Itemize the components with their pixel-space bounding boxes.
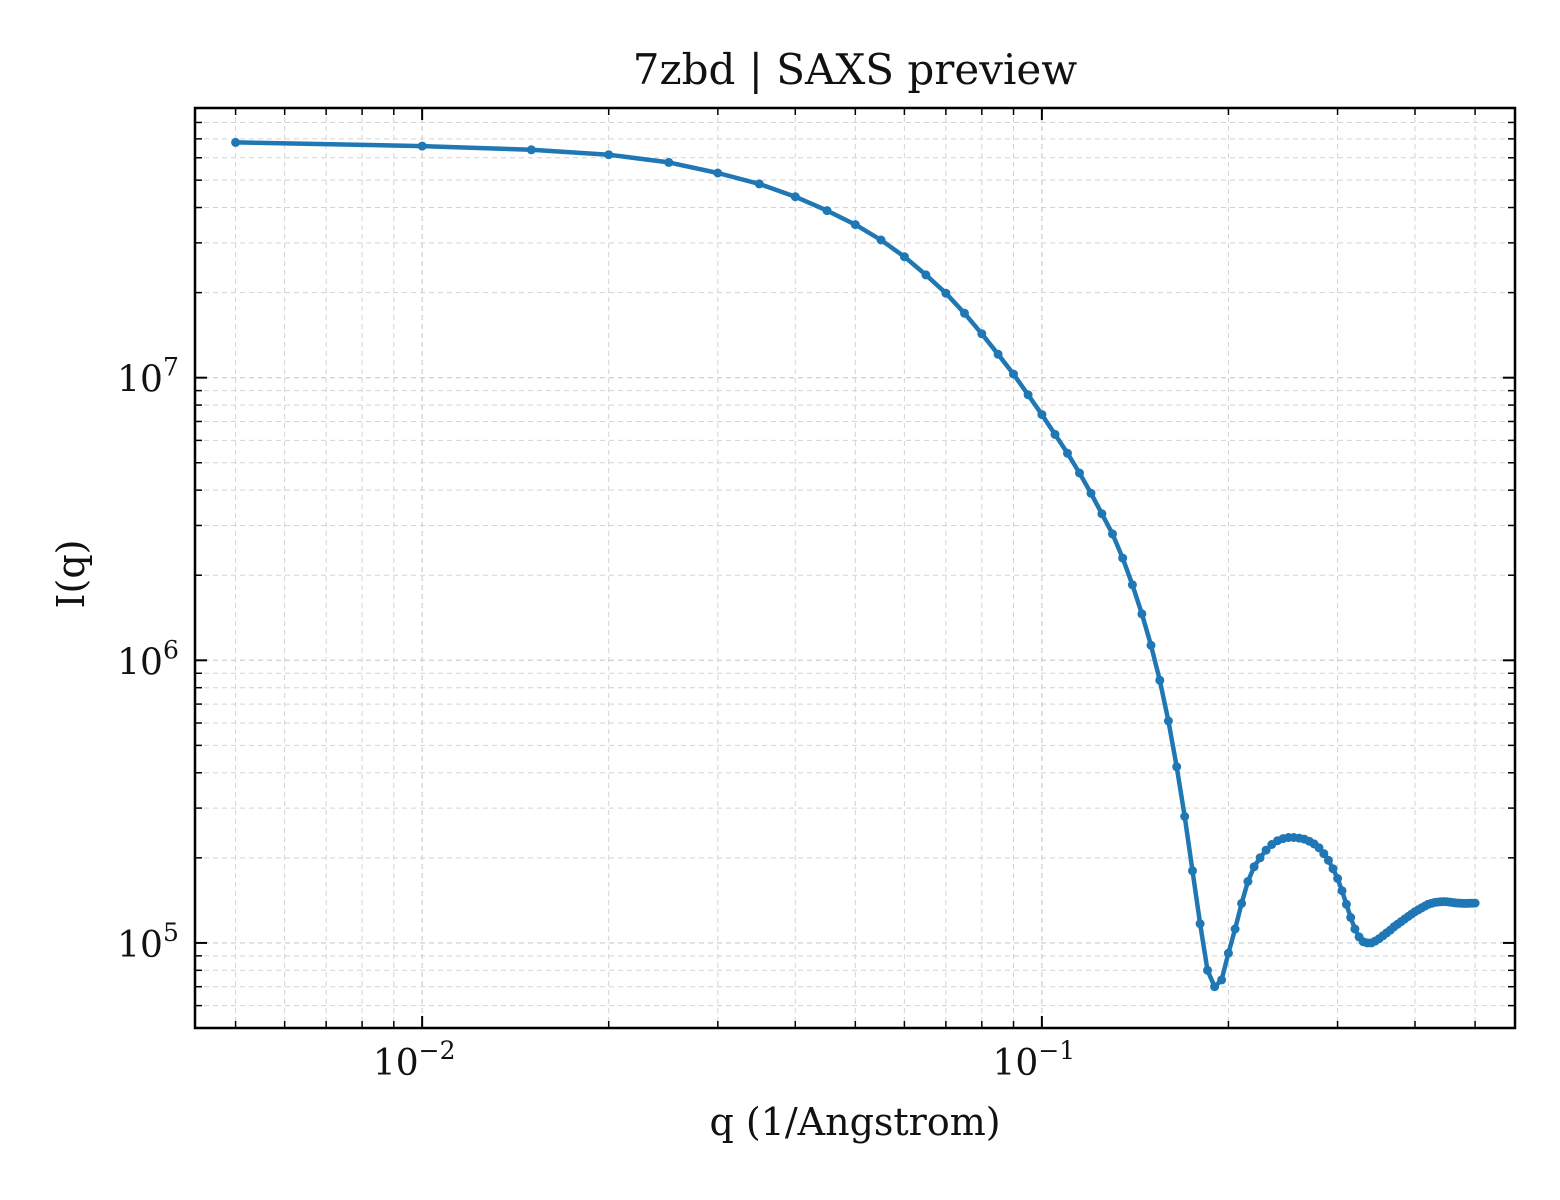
data-point: [526, 145, 536, 155]
data-point: [1127, 580, 1137, 590]
data-point: [754, 179, 764, 189]
data-point: [1255, 853, 1265, 863]
data-point: [977, 329, 987, 339]
chart-title: 7zbd | SAXS preview: [633, 45, 1077, 94]
data-point: [1137, 609, 1147, 619]
data-point: [921, 270, 931, 280]
major-ticks: [195, 108, 1515, 1028]
data-point: [850, 220, 860, 230]
data-point: [1075, 468, 1084, 478]
y-tick-label: 107: [117, 353, 179, 401]
data-point: [1323, 855, 1333, 865]
data-point: [1172, 762, 1182, 772]
data-point: [1243, 877, 1253, 886]
data-point: [993, 349, 1003, 359]
data-point: [1023, 390, 1033, 400]
data-point: [1210, 982, 1220, 992]
y-axis-label: I(q): [49, 540, 93, 609]
data-point: [1146, 640, 1156, 650]
data-point: [941, 288, 951, 298]
data-point: [1350, 924, 1360, 934]
tick-labels: 10−2 10−1 105 106 107: [117, 353, 1075, 1084]
data-point: [1319, 849, 1329, 859]
data-point: [417, 141, 427, 151]
data-point: [1050, 429, 1060, 439]
data-point: [822, 206, 832, 216]
data-point: [1237, 898, 1247, 908]
data-point: [1328, 864, 1338, 874]
data-point: [1470, 898, 1480, 908]
data-point: [713, 168, 723, 178]
data-point: [1188, 866, 1197, 876]
y-tick-label: 106: [117, 635, 179, 683]
data-point: [1155, 675, 1165, 685]
data-point: [1346, 913, 1356, 922]
data-point: [1086, 488, 1096, 498]
data-point: [1118, 553, 1128, 563]
data-point: [1097, 509, 1107, 519]
data-point: [1261, 845, 1271, 855]
data-point: [1163, 716, 1173, 726]
data-point: [1063, 448, 1072, 458]
data-point: [876, 235, 886, 245]
x-tick-label: 10−1: [993, 1036, 1076, 1084]
data-point: [1108, 529, 1117, 539]
data-point: [231, 137, 241, 147]
data-point: [1223, 948, 1233, 958]
data-point: [1217, 975, 1227, 985]
x-axis-label: q (1/Angstrom): [709, 1100, 1000, 1144]
grid-lines: [195, 107, 1515, 1029]
data-point: [1341, 899, 1351, 909]
data-point: [960, 308, 969, 318]
data-point: [1195, 919, 1205, 929]
data-point: [1180, 812, 1190, 821]
data-point: [1037, 410, 1047, 420]
data-point: [1230, 924, 1240, 934]
x-tick-label: 10−2: [373, 1036, 456, 1084]
data-point: [899, 252, 909, 262]
data-point: [664, 157, 674, 167]
data-point: [1333, 874, 1343, 883]
data-point: [604, 150, 614, 160]
series-curve: [231, 137, 1480, 992]
series-line: [233, 140, 1478, 989]
data-point: [1009, 369, 1018, 379]
data-point: [1337, 886, 1347, 896]
data-point: [790, 192, 800, 202]
data-point: [1203, 965, 1212, 975]
data-point: [1249, 862, 1259, 872]
y-tick-label: 105: [117, 918, 179, 966]
plot-frame: [193, 106, 1517, 1030]
